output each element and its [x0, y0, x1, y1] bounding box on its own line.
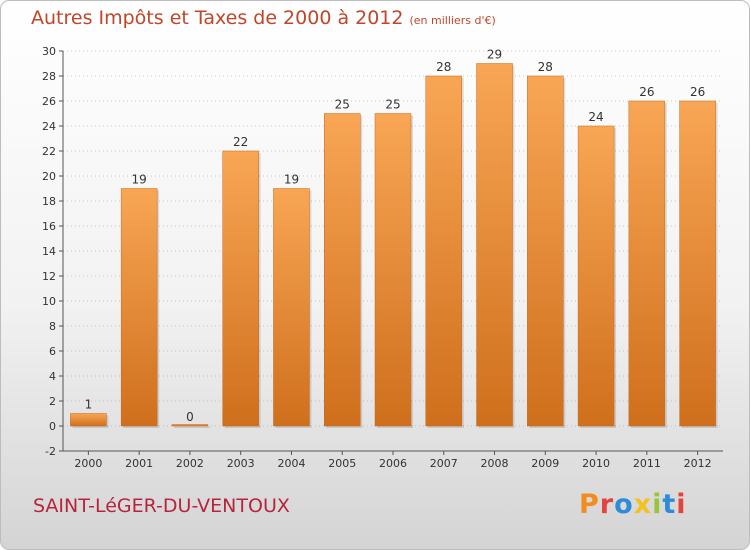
- logo-letter: i: [652, 489, 663, 520]
- bar: [476, 63, 513, 427]
- bar-value-label: 28: [538, 60, 553, 74]
- x-tick-label: 2003: [227, 457, 255, 470]
- logo-letter: i: [676, 489, 687, 520]
- bar-value-label: 19: [132, 173, 147, 187]
- chart-title-main: Autres Impôts et Taxes de 2000 à 2012: [31, 7, 404, 29]
- x-tick-label: 2012: [684, 457, 712, 470]
- x-tick-label: 2008: [481, 457, 509, 470]
- x-tick-label: 2006: [379, 457, 407, 470]
- bar-value-label: 28: [436, 60, 451, 74]
- y-tick-label: 12: [42, 270, 56, 283]
- y-tick-label: 14: [42, 245, 56, 258]
- bar: [120, 188, 158, 427]
- bar: [577, 125, 615, 427]
- chart-title: Autres Impôts et Taxes de 2000 à 2012 (en…: [31, 7, 496, 29]
- bar-value-label: 0: [186, 410, 194, 424]
- logo-letter: t: [662, 489, 677, 520]
- x-tick-label: 2010: [582, 457, 610, 470]
- y-tick-label: 26: [42, 95, 56, 108]
- x-tick-label: 2011: [633, 457, 661, 470]
- logo-letter: r: [599, 489, 615, 520]
- x-tick-label: 2009: [531, 457, 559, 470]
- x-tick-label: 2005: [328, 457, 356, 470]
- logo-letter: P: [579, 489, 600, 520]
- logo-letter: x: [633, 489, 653, 520]
- logo-letter: o: [614, 489, 634, 520]
- y-tick-label: 16: [42, 220, 56, 233]
- x-tick-label: 2004: [277, 457, 305, 470]
- y-tick-label: 30: [42, 45, 56, 58]
- proxiti-logo: Proxiti: [579, 489, 687, 520]
- x-tick-label: 2001: [125, 457, 153, 470]
- bar: [527, 75, 564, 427]
- y-tick-label: 4: [49, 370, 56, 383]
- x-tick-label: 2000: [74, 457, 102, 470]
- y-tick-label: 0: [49, 420, 56, 433]
- bars: [70, 63, 718, 428]
- y-tick-label: 20: [42, 170, 56, 183]
- y-tick-label: 28: [42, 70, 56, 83]
- bar-value-label: 25: [385, 98, 400, 112]
- bar: [273, 188, 310, 427]
- bar: [323, 113, 361, 427]
- value-labels: 1 19 0 22 19 25 25 28 29 28 24 26 26: [85, 48, 706, 425]
- bar-value-label: 26: [690, 85, 705, 99]
- bar-value-label: 1: [85, 398, 93, 412]
- y-tick-label: 24: [42, 120, 56, 133]
- bar: [679, 100, 716, 427]
- bar-value-label: 25: [335, 98, 350, 112]
- bar-value-label: 29: [487, 48, 502, 62]
- bar: [171, 424, 209, 427]
- commune-name: SAINT-LéGER-DU-VENTOUX: [33, 495, 290, 517]
- bar-value-label: 24: [588, 110, 603, 124]
- x-tick-label: 2002: [176, 457, 204, 470]
- chart-title-unit: (en milliers d'€): [409, 14, 496, 27]
- y-tick-label: 2: [49, 395, 56, 408]
- y-tick-label: 6: [49, 345, 56, 358]
- bar-value-label: 19: [284, 173, 299, 187]
- bar-value-label: 22: [233, 135, 248, 149]
- bar: [374, 113, 412, 427]
- bar-value-label: 26: [639, 85, 654, 99]
- bar: [70, 413, 107, 427]
- y-tick-label: 22: [42, 145, 56, 158]
- y-tick-label: 8: [49, 320, 56, 333]
- y-tick-label: 10: [42, 295, 56, 308]
- bar: [222, 150, 259, 427]
- bar: [425, 75, 463, 427]
- y-tick-label: -2: [45, 445, 56, 458]
- x-tick-label: 2007: [430, 457, 458, 470]
- y-tick-label: 18: [42, 195, 56, 208]
- bar-shadow: [173, 426, 210, 428]
- bar: [628, 100, 666, 427]
